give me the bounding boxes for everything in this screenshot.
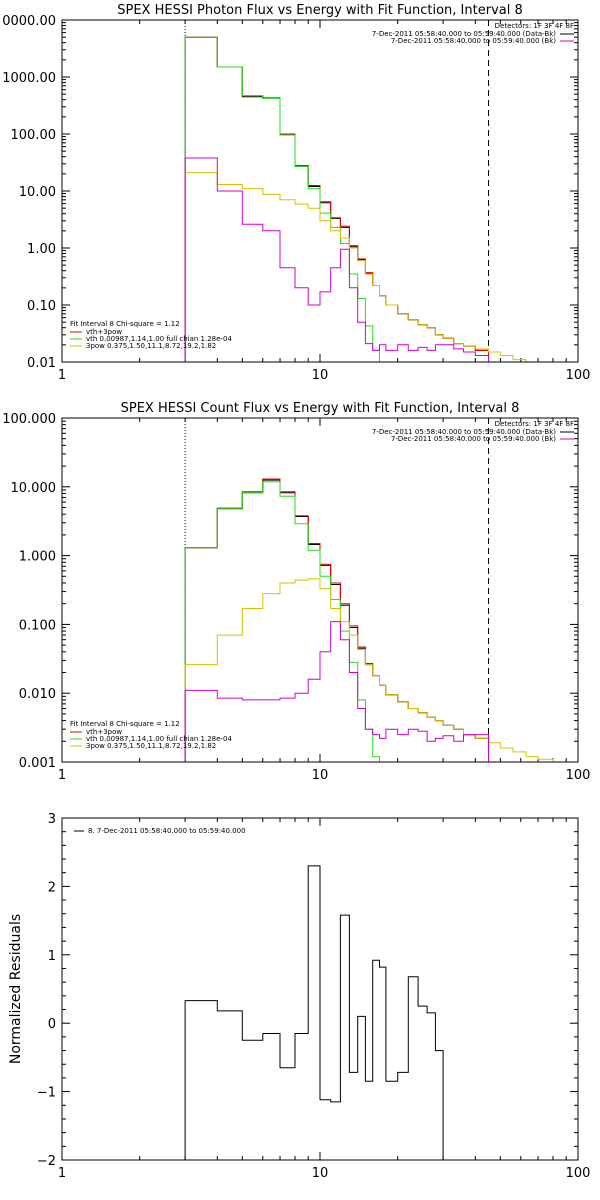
y-tick-label: 3: [48, 812, 56, 827]
y-tick-label: 100.00: [11, 128, 57, 143]
x-tick-label: 1: [58, 1166, 66, 1181]
y-tick-label: −1: [37, 1086, 56, 1101]
series-bk-line: [184, 621, 489, 762]
y-tick-label: 0.01: [27, 356, 56, 371]
chart-panel-2: SPEX HESSI Count Flux vs Energy with Fit…: [2, 401, 590, 783]
legend-fit-header: Fit Interval 8 Chi-square = 1.12: [70, 320, 180, 328]
x-tick-label: 100: [566, 368, 591, 383]
legend-entry: 7-Dec-2011 05:58:40.000 to 05:59:40.000 …: [372, 30, 556, 38]
y-tick-label: 10.00: [19, 185, 56, 200]
y-axis-label: Normalized Residuals: [8, 914, 24, 1064]
legend-fit-entry: 3pow 0.375,1.50,11.1,8.72,19.2,1.82: [86, 342, 216, 350]
series-data-bk-line: [184, 36, 489, 362]
x-tick-label: 100: [566, 1166, 591, 1181]
series-group: [184, 36, 527, 362]
y-tick-label: 2: [48, 880, 56, 895]
series-residuals-line: [184, 865, 444, 1160]
legend-detectors: Detectors: 1F 3F 4F 8F: [495, 22, 574, 30]
legend-fit-entry: vth+3pow: [86, 328, 122, 336]
y-tick-label: 0.010: [19, 687, 56, 702]
legend-entry: 8. 7-Dec-2011 05:58:40.000 to 05:59:40.0…: [88, 827, 246, 835]
legend-fit-header: Fit Interval 8 Chi-square = 1.12: [70, 720, 180, 728]
x-tick-label: 10: [312, 368, 329, 383]
x-tick-label: 10: [312, 768, 329, 783]
series-3pow-line: [184, 172, 527, 362]
legend-entry: 7-Dec-2011 05:58:40.000 to 05:59:40.000 …: [372, 428, 556, 436]
y-tick-label: 100.000: [2, 412, 56, 427]
legend-entry: 7-Dec-2011 05:58:40.000 to 05:59:40.000 …: [391, 435, 556, 443]
y-tick-label: 1.00: [27, 242, 56, 257]
series-vth-line: [184, 36, 380, 362]
plot-frame: [61, 19, 579, 363]
y-tick-label: 0: [48, 1017, 56, 1032]
legend-fit-entry: vth 0.00987,1.14,1.00 full chian 1.28e-0…: [86, 335, 232, 343]
y-tick-label: 0.10: [27, 299, 56, 314]
plot-frame: [61, 817, 579, 1161]
x-tick-label: 100: [566, 768, 591, 783]
y-tick-label: 0.100: [19, 618, 56, 633]
series-3pow-line: [184, 578, 567, 762]
x-tick-label: 10: [312, 1166, 329, 1181]
legend-fit-entry: 3pow 0.375,1.50,11.1,8.72,19.2,1.82: [86, 742, 216, 750]
legend-entry: 7-Dec-2011 05:58:40.000 to 05:59:40.000 …: [391, 37, 556, 45]
legend-detectors: Detectors: 1F 3F 4F 8F: [495, 420, 574, 428]
y-tick-label: 1000.00: [2, 71, 56, 86]
y-tick-label: 0.001: [19, 756, 56, 771]
chart-title: SPEX HESSI Photon Flux vs Energy with Fi…: [117, 3, 523, 18]
plot-frame: [61, 417, 579, 763]
y-tick-label: 10.000: [11, 481, 57, 496]
series-vth-3pow-line: [184, 36, 489, 362]
series-group: [184, 865, 444, 1160]
y-tick-label: −2: [37, 1154, 56, 1169]
x-tick-label: 1: [58, 768, 66, 783]
series-bk-line: [184, 157, 489, 362]
x-tick-label: 1: [58, 368, 66, 383]
series-group: [184, 478, 567, 762]
y-tick-label: 1: [48, 949, 56, 964]
chart-title: SPEX HESSI Count Flux vs Energy with Fit…: [121, 401, 520, 416]
y-tick-label: 0000.00: [2, 14, 56, 29]
y-tick-label: 1.000: [19, 550, 56, 565]
legend-fit-entry: vth+3pow: [86, 728, 122, 736]
legend-fit-entry: vth 0.00987,1.14,1.00 full chian 1.28e-0…: [86, 735, 232, 743]
series-vth-line: [184, 481, 380, 762]
chart-panel-1: SPEX HESSI Photon Flux vs Energy with Fi…: [2, 3, 590, 383]
